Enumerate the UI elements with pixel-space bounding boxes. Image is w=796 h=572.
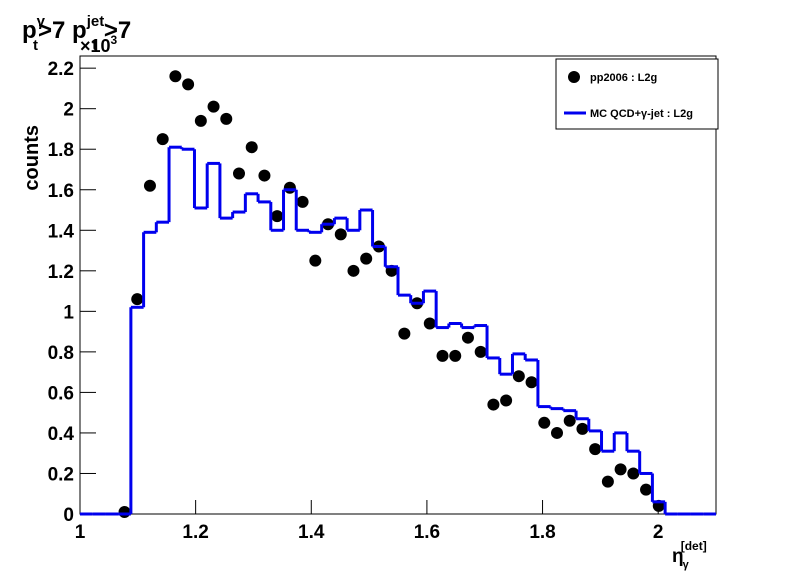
title-part: t — [33, 37, 38, 54]
x-tick-label: 1.2 — [182, 522, 208, 543]
data-point — [563, 414, 576, 427]
legend-marker — [568, 71, 580, 83]
x-tick-label: 1.4 — [298, 522, 325, 543]
x-tick-label: 1.6 — [414, 522, 440, 543]
data-point — [131, 293, 144, 306]
data-point — [347, 264, 360, 277]
data-point — [258, 169, 271, 182]
y-tick-label: 1.4 — [48, 221, 75, 242]
data-point — [220, 112, 233, 125]
data-point — [334, 228, 347, 241]
y-tick-label: 1.8 — [48, 140, 74, 161]
data-point — [156, 133, 169, 146]
legend-label: MC QCD+γ-jet : L2g — [590, 108, 693, 120]
data-point — [614, 463, 627, 476]
data-point — [461, 331, 474, 344]
plot-frame — [79, 55, 717, 515]
data-point — [640, 483, 653, 496]
y-tick-label: 0.2 — [48, 464, 74, 485]
x-tick-label: 1.8 — [529, 522, 555, 543]
title-part: jet — [86, 13, 105, 30]
data-point — [512, 370, 525, 383]
data-point — [398, 327, 411, 340]
data-point — [245, 141, 258, 154]
y-tick-label: 0.6 — [48, 383, 74, 404]
data-point — [487, 398, 500, 411]
data-point — [576, 422, 589, 435]
data-point — [169, 70, 182, 83]
y-tick-label: 0.4 — [48, 424, 75, 445]
multiplier-exponent: 3 — [111, 33, 118, 47]
y-tick-label: 2.2 — [48, 59, 74, 80]
y-tick-label: 1 — [63, 302, 74, 323]
data-point — [207, 100, 220, 113]
y-multiplier: ×103 — [80, 33, 118, 56]
data-point — [627, 467, 640, 480]
legend-box — [555, 58, 719, 130]
data-point — [233, 167, 245, 180]
y-tick-label: 0 — [63, 505, 74, 526]
data-point — [309, 254, 322, 267]
y-tick-label: 2 — [63, 100, 74, 121]
title-part: >7 — [97, 17, 131, 44]
data-point — [182, 78, 195, 91]
title-part: t — [92, 37, 97, 54]
data-point — [143, 179, 156, 192]
x-label-base: η — [672, 546, 684, 567]
data-point — [118, 505, 131, 518]
x-label-sup: [det] — [681, 539, 707, 553]
y-tick-label: 1.6 — [48, 181, 74, 202]
data-point — [436, 349, 449, 362]
data-point — [360, 252, 373, 265]
x-tick-label: 2 — [653, 522, 664, 543]
data-point — [283, 181, 296, 194]
title-part: γ — [37, 13, 46, 30]
data-point — [551, 426, 563, 439]
data-point — [296, 195, 309, 208]
data-point — [500, 394, 513, 407]
data-point — [474, 345, 487, 358]
data-point — [423, 317, 436, 330]
data-point — [449, 349, 462, 362]
legend-label: pp2006 : L2g — [590, 72, 657, 84]
x-tick-label: 1 — [75, 522, 86, 543]
chart-title: pγ t>7 pjet t >7 — [22, 13, 131, 54]
x-label-sub: γ — [683, 559, 690, 571]
title-part: p — [22, 17, 37, 44]
data-point — [194, 114, 207, 127]
multiplier-base: ×10 — [80, 36, 111, 56]
y-axis-label: counts — [21, 125, 43, 191]
title-part: >7 p — [38, 17, 87, 44]
data-point — [538, 416, 551, 429]
data-point — [525, 376, 538, 389]
y-tick-label: 0.8 — [48, 343, 74, 364]
x-axis-label: ηγ [det] — [672, 539, 707, 571]
data-point — [589, 443, 602, 456]
y-tick-label: 1.2 — [48, 262, 74, 283]
data-point — [601, 475, 614, 488]
data-point — [271, 210, 284, 223]
